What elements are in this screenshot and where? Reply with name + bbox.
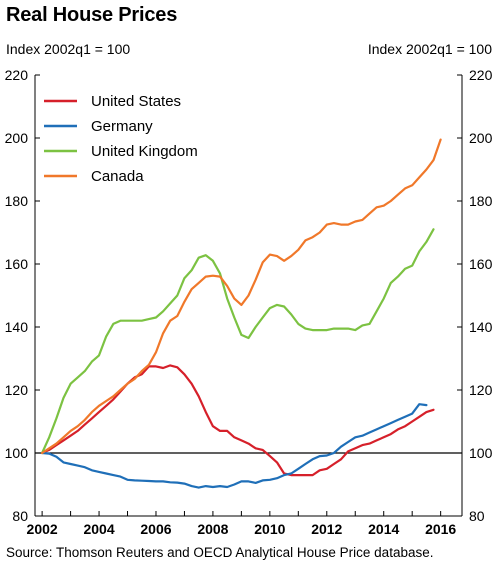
y-tick-label-left: 100 (5, 445, 29, 461)
legend-label-united-states: United States (91, 93, 181, 110)
x-tick-label: 2002 (27, 521, 58, 537)
y-tick-label-right: 120 (469, 382, 493, 398)
x-tick-label: 2014 (368, 521, 399, 537)
series-line-germany (41, 403, 428, 489)
y-tick-label-right: 100 (469, 445, 493, 461)
y-tick-label-right: 200 (469, 130, 493, 146)
y-tick-label-right: 80 (469, 508, 485, 524)
series-line-canada (41, 138, 442, 455)
source-note: Source: Thomson Reuters and OECD Analyti… (6, 545, 434, 560)
x-tick-label: 2006 (140, 521, 171, 537)
legend-label-germany: Germany (91, 118, 153, 135)
y-axis-unit-left: Index 2002q1 = 100 (6, 41, 131, 57)
x-tick-label: 2008 (197, 521, 228, 537)
y-tick-label-right: 220 (469, 67, 493, 83)
x-tick-label: 2004 (83, 521, 114, 537)
series-line-united-kingdom (41, 228, 435, 455)
y-tick-label-left: 80 (12, 508, 28, 524)
y-tick-label-left: 180 (5, 193, 29, 209)
legend-label-united-kingdom: United Kingdom (91, 143, 198, 160)
y-tick-label-right: 140 (469, 319, 493, 335)
legend-label-canada: Canada (91, 168, 144, 185)
y-tick-label-left: 140 (5, 319, 29, 335)
x-tick-label: 2010 (254, 521, 285, 537)
y-tick-label-right: 180 (469, 193, 493, 209)
y-tick-label-left: 160 (5, 256, 29, 272)
y-tick-label-right: 160 (469, 256, 493, 272)
y-tick-label-left: 220 (5, 67, 29, 83)
x-tick-label: 2016 (425, 521, 456, 537)
y-tick-label-left: 120 (5, 382, 29, 398)
y-tick-label-left: 200 (5, 130, 29, 146)
y-axis-unit-right: Index 2002q1 = 100 (367, 41, 492, 57)
series-line-united-states (41, 364, 435, 477)
x-tick-label: 2012 (311, 521, 342, 537)
chart-title: Real House Prices (6, 4, 178, 26)
